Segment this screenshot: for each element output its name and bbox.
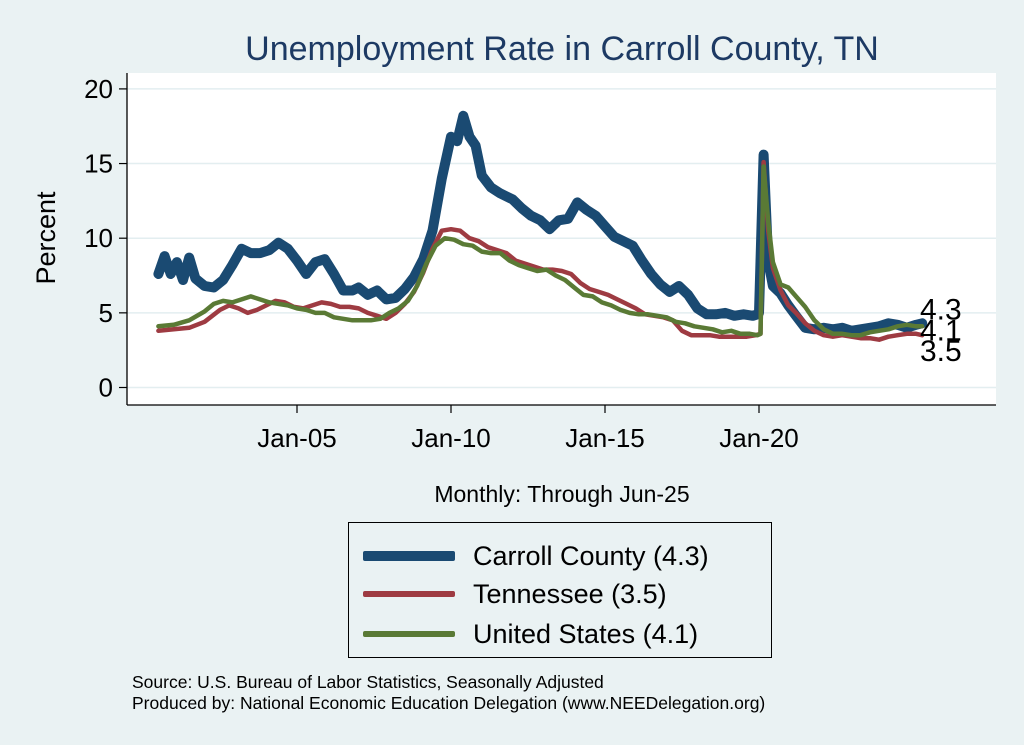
source-line: Source: U.S. Bureau of Labor Statistics,… <box>132 672 604 692</box>
series-lines <box>153 110 928 342</box>
legend-item-carroll: Carroll County (4.3) <box>363 536 709 576</box>
series-line-united-states <box>156 164 925 338</box>
y-tick-label-10: 10 <box>84 223 113 253</box>
source-note: Source: U.S. Bureau of Labor Statistics,… <box>132 672 765 714</box>
x-tick-label-Jan-20: Jan-20 <box>719 423 799 453</box>
x-tick-label-Jan-15: Jan-15 <box>565 423 645 453</box>
legend-swatch-carroll <box>363 551 455 561</box>
legend-label-tennessee: Tennessee (3.5) <box>473 578 667 609</box>
series-line-tennessee <box>156 159 925 342</box>
y-tick-label-0: 0 <box>99 373 113 403</box>
x-tick-label-Jan-05: Jan-05 <box>257 423 337 453</box>
y-axis-label: Percent <box>31 191 61 285</box>
producer-line: Produced by: National Economic Education… <box>132 693 766 713</box>
x-tick-label-Jan-10: Jan-10 <box>411 423 491 453</box>
chart-canvas: Unemployment Rate in Carroll County, TN … <box>31 30 996 507</box>
axes: 0 5 10 15 20 Jan-05 Jan-10 Jan-15 Jan-20 <box>84 73 996 453</box>
plot-area <box>127 73 996 405</box>
gridlines <box>127 88 996 389</box>
legend-item-tennessee: Tennessee (3.5) <box>363 574 667 614</box>
legend-label-united-states: United States (4.1) <box>473 618 699 649</box>
legend-swatch-tennessee <box>363 591 455 597</box>
end-label-tennessee: 3.5 <box>920 335 962 368</box>
legend-swatch-united-states <box>363 631 455 637</box>
end-label-carroll-county: 4.3 <box>920 293 962 326</box>
end-labels: 4.3 3.54.1 <box>920 293 962 368</box>
y-tick-label-5: 5 <box>99 298 113 328</box>
legend-label-carroll: Carroll County (4.3) <box>473 540 709 571</box>
x-axis-label: Monthly: Through Jun-25 <box>434 481 689 507</box>
legend-item-united-states: United States (4.1) <box>363 614 698 654</box>
y-tick-label-20: 20 <box>84 74 113 104</box>
end-label-united-states: 4.1 <box>920 314 962 347</box>
y-tick-label-15: 15 <box>84 149 113 179</box>
chart-title: Unemployment Rate in Carroll County, TN <box>245 30 879 68</box>
legend: Carroll County (4.3) Tennessee (3.5) Uni… <box>348 522 772 658</box>
